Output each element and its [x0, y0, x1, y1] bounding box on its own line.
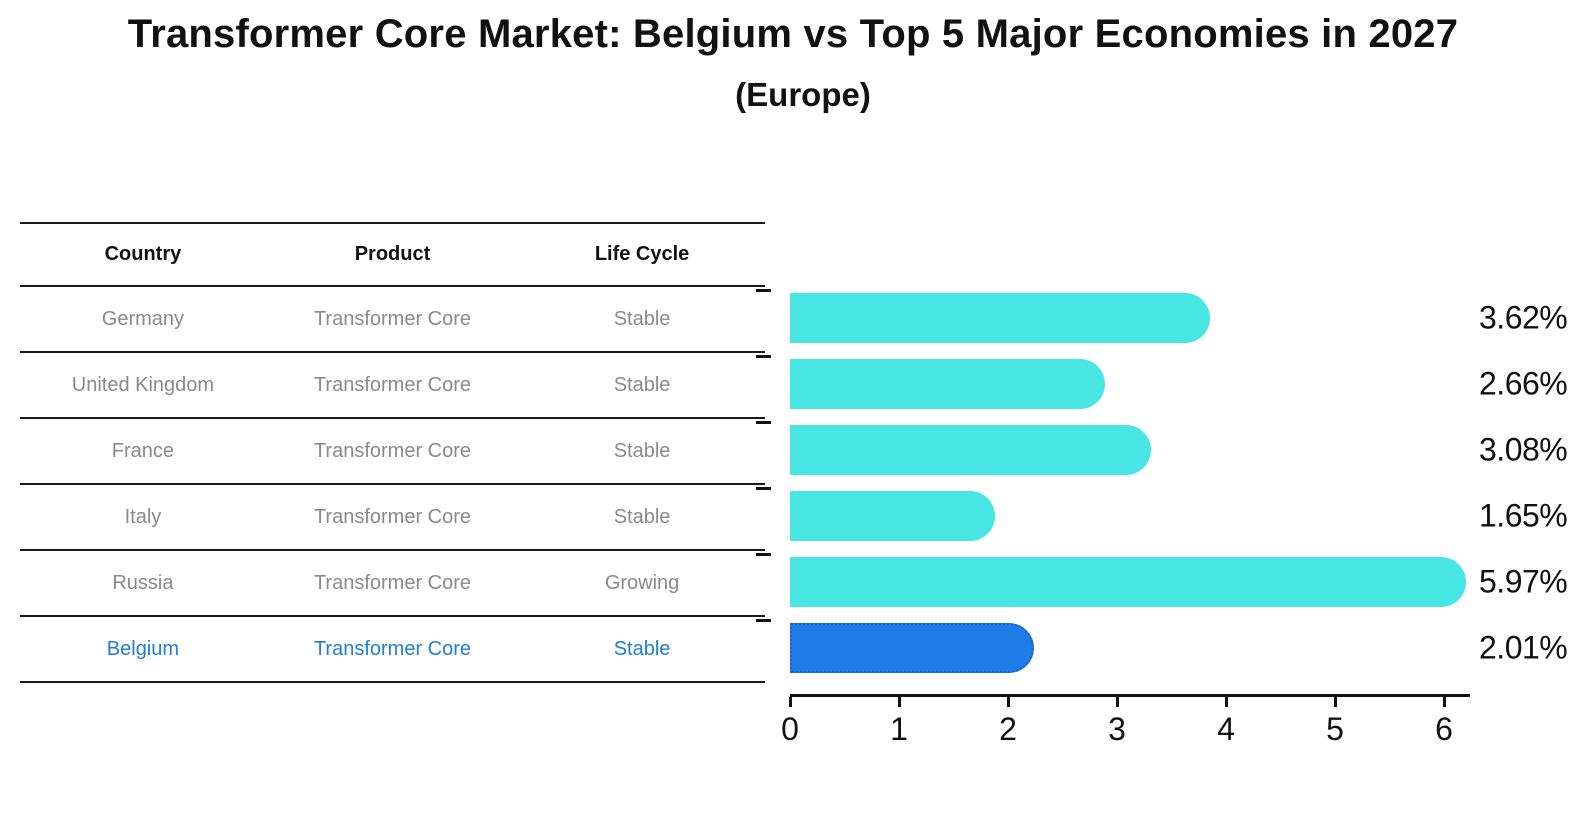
bar-value-label: 2.01%: [1479, 629, 1568, 666]
life-cycle-cell-highlighted: Stable: [613, 637, 671, 660]
table-row-russia: Russia Transformer Core Growing: [20, 551, 765, 617]
bar-row-germany: 3.62%: [756, 285, 1568, 351]
bar-france: [790, 425, 1151, 475]
tick-label: 3: [1108, 711, 1126, 747]
bar-germany: [790, 293, 1210, 343]
country-cell: Italy: [124, 505, 162, 528]
page-title: Transformer Core Market: Belgium vs Top …: [127, 12, 1459, 56]
y-axis-tick: [756, 553, 771, 556]
product-cell: Transformer Core: [313, 373, 472, 396]
product-cell: Transformer Core: [313, 505, 472, 528]
tick-mark: [1333, 697, 1337, 707]
tick-label: 1: [890, 711, 908, 747]
table-row-italy: Italy Transformer Core Stable: [20, 485, 765, 551]
tick-mark: [788, 697, 792, 707]
bar-value-label: 3.62%: [1479, 299, 1568, 336]
table-row-belgium: Belgium Transformer Core Stable: [20, 617, 765, 683]
country-cell: Germany: [101, 307, 185, 330]
product-cell: Transformer Core: [313, 307, 472, 330]
tick-mark: [897, 697, 901, 707]
y-axis-tick: [756, 289, 771, 292]
tick-mark: [1442, 697, 1446, 707]
country-cell: Russia: [112, 571, 174, 594]
tick-label: 5: [1326, 711, 1344, 747]
tick-label: 2: [999, 711, 1017, 747]
life-cycle-cell: Stable: [613, 373, 671, 396]
product-cell: Transformer Core: [313, 571, 472, 594]
country-table: Country Product Life Cycle Germany Trans…: [20, 222, 765, 683]
bar-row-italy: 1.65%: [756, 483, 1568, 549]
country-cell: France: [111, 439, 175, 462]
tick-label: 6: [1435, 711, 1453, 747]
bar-value-label: 3.08%: [1479, 431, 1568, 468]
table-row-germany: Germany Transformer Core Stable: [20, 287, 765, 353]
bar-belgium-highlighted: [790, 623, 1035, 673]
y-axis-tick: [756, 421, 771, 424]
bar-italy: [790, 491, 995, 541]
life-cycle-cell: Stable: [613, 505, 671, 528]
tick-label: 0: [781, 711, 799, 747]
tick-mark: [1006, 697, 1010, 707]
bar-value-label: 5.97%: [1479, 563, 1568, 600]
table-row-france: France Transformer Core Stable: [20, 419, 765, 485]
tick-mark: [1224, 697, 1228, 707]
product-cell-highlighted: Transformer Core: [313, 637, 472, 660]
country-cell: United Kingdom: [71, 373, 215, 396]
page-subtitle: (Europe): [735, 76, 871, 113]
life-cycle-cell: Stable: [613, 439, 671, 462]
country-cell-highlighted: Belgium: [106, 637, 180, 660]
header-product: Product: [354, 243, 431, 265]
header-life-cycle: Life Cycle: [594, 243, 690, 265]
bar-russia: [790, 557, 1466, 607]
bar-value-label: 2.66%: [1479, 365, 1568, 402]
bar-row-belgium: 2.01%: [756, 615, 1568, 681]
header-country: Country: [104, 243, 182, 265]
y-axis-tick: [756, 355, 771, 358]
tick-mark: [1115, 697, 1119, 707]
x-axis-line: [790, 694, 1470, 697]
bar-row-united-kingdom: 2.66%: [756, 351, 1568, 417]
product-cell: Transformer Core: [313, 439, 472, 462]
tick-label: 4: [1217, 711, 1235, 747]
bar-row-russia: 5.97%: [756, 549, 1568, 615]
bar-value-label: 1.65%: [1479, 497, 1568, 534]
table-header-row: Country Product Life Cycle: [20, 224, 765, 287]
y-axis-tick: [756, 619, 771, 622]
y-axis-tick: [756, 487, 771, 490]
bar-row-france: 3.08%: [756, 417, 1568, 483]
bar-united-kingdom: [790, 359, 1105, 409]
life-cycle-cell: Stable: [613, 307, 671, 330]
life-cycle-cell: Growing: [604, 571, 680, 594]
table-row-united-kingdom: United Kingdom Transformer Core Stable: [20, 353, 765, 419]
bar-chart: 3.62% 2.66% 3.08% 1.65% 5.97% 2.01%: [756, 285, 1568, 747]
